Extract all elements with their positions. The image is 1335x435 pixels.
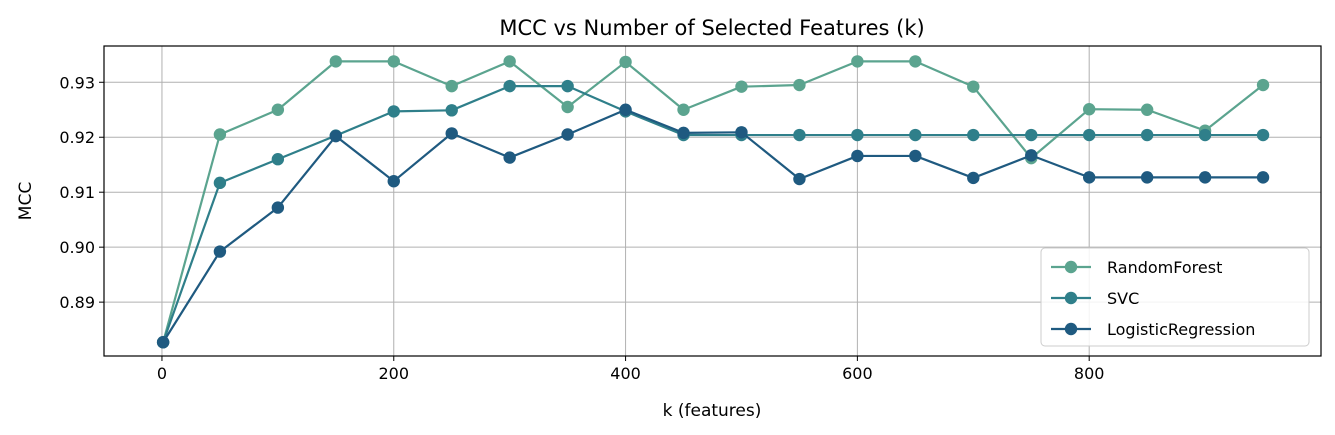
x-tick-label: 200 [378, 364, 409, 383]
data-point-randomforest [387, 55, 400, 68]
grid-lines [104, 46, 1321, 356]
data-point-logisticregression [271, 201, 285, 214]
series-layer [156, 55, 1270, 349]
legend: RandomForest SVC LogisticRegression [1040, 247, 1310, 347]
data-point-logisticregression [967, 171, 980, 185]
data-point-svc [387, 105, 400, 118]
data-point-randomforest [271, 103, 285, 116]
data-point-logisticregression [1256, 171, 1270, 184]
y-axis-label: MCC [16, 182, 36, 220]
data-point-svc [967, 128, 980, 142]
data-point-randomforest [1082, 103, 1096, 116]
data-point-logisticregression [156, 336, 170, 349]
series-line-svc [162, 85, 1264, 343]
data-point-logisticregression [793, 172, 806, 186]
data-point-svc [851, 128, 864, 142]
data-point-svc [1198, 128, 1212, 142]
data-point-svc [1025, 128, 1038, 142]
data-point-logisticregression [503, 151, 516, 164]
y-tick-label: 0.92 [59, 128, 95, 147]
data-point-randomforest [619, 55, 632, 69]
x-tick-label: 800 [1074, 364, 1105, 383]
data-point-svc [1140, 128, 1154, 142]
x-tick-label: 400 [610, 364, 641, 383]
x-tick-label: 0 [157, 364, 167, 383]
data-point-logisticregression [677, 126, 690, 140]
data-point-logisticregression [561, 128, 574, 141]
axis-ticks: 0 200 400 600 800 0.89 0.90 0.91 0.92 0.93 [59, 73, 1104, 383]
data-point-logisticregression [735, 126, 748, 139]
data-point-logisticregression [1025, 149, 1038, 162]
data-point-randomforest [503, 55, 516, 68]
y-tick-label: 0.90 [59, 238, 95, 257]
data-point-svc [793, 128, 806, 142]
data-point-logisticregression [387, 175, 400, 188]
data-point-logisticregression [445, 127, 458, 140]
data-point-randomforest [329, 55, 343, 68]
series-line-logisticregression [162, 108, 1264, 343]
data-point-randomforest [851, 55, 864, 68]
data-point-svc [561, 79, 574, 93]
series-logisticregression [156, 103, 1270, 349]
legend-label-svc: SVC [1107, 289, 1139, 308]
data-point-randomforest [213, 128, 227, 141]
legend-marker-randomforest [1064, 260, 1078, 274]
data-point-randomforest [561, 100, 574, 114]
x-axis-label: k (features) [663, 401, 762, 421]
legend-marker-logisticregression [1064, 322, 1078, 336]
data-point-logisticregression [1140, 171, 1154, 184]
plot-frame [103, 45, 1322, 357]
y-tick-label: 0.89 [59, 293, 95, 312]
data-point-svc [271, 153, 285, 166]
data-point-svc [445, 104, 458, 117]
data-point-logisticregression [851, 149, 864, 163]
data-point-svc [909, 128, 922, 142]
legend-box [1040, 247, 1310, 347]
y-tick-label: 0.93 [59, 73, 95, 92]
data-point-logisticregression [1082, 171, 1096, 184]
data-point-randomforest [1140, 103, 1154, 116]
data-point-logisticregression [1198, 171, 1212, 184]
data-point-logisticregression [909, 149, 922, 163]
legend-label-randomforest: RandomForest [1107, 258, 1222, 277]
chart-title: MCC vs Number of Selected Features (k) [499, 16, 924, 40]
data-point-randomforest [793, 78, 806, 92]
data-point-svc [213, 176, 227, 190]
data-point-svc [1082, 128, 1096, 142]
data-point-randomforest [445, 79, 458, 93]
data-point-logisticregression [329, 129, 343, 143]
data-point-logisticregression [213, 245, 227, 258]
legend-marker-svc [1064, 291, 1078, 305]
legend-label-logisticregression: LogisticRegression [1107, 320, 1255, 339]
data-point-randomforest [677, 103, 690, 116]
y-tick-label: 0.91 [59, 183, 95, 202]
series-line-randomforest [162, 60, 1264, 343]
data-point-svc [1256, 128, 1270, 142]
data-point-svc [503, 79, 516, 93]
x-tick-label: 600 [842, 364, 873, 383]
data-point-randomforest [735, 80, 748, 93]
data-point-randomforest [1256, 78, 1270, 92]
data-point-randomforest [909, 55, 922, 68]
data-point-logisticregression [619, 103, 632, 116]
data-point-randomforest [967, 80, 980, 93]
